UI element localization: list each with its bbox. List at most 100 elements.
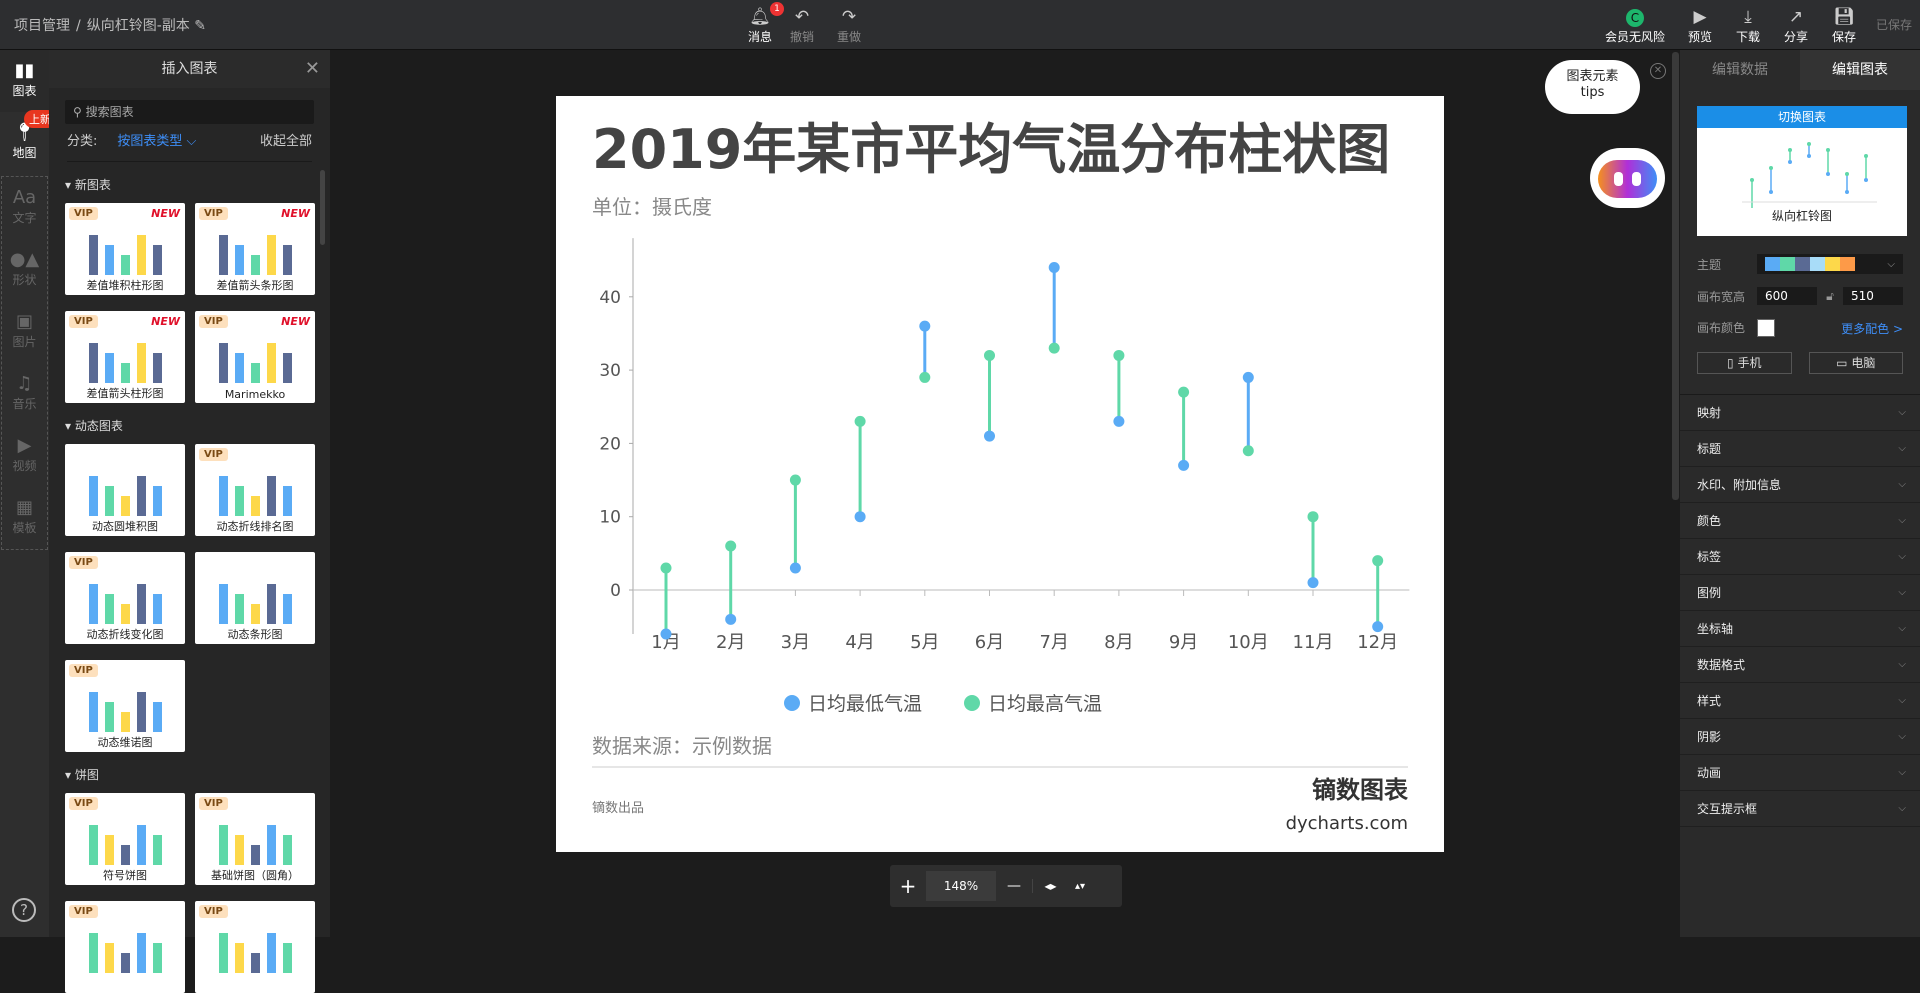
robot-assistant-icon[interactable] [1590,148,1665,208]
chart-template-card[interactable]: VIP 符号饼图 [65,793,185,885]
message-count-badge: 1 [770,2,784,16]
chart-template-card[interactable]: VIP NEW 差值堆积柱形图 [65,203,185,295]
chart-template-card[interactable]: 动态条形图 [195,552,315,644]
rail-item-music[interactable]: ♫ 音乐 [2,363,47,425]
category-dropdown[interactable]: 按图表类型 [117,134,183,149]
section-header[interactable]: ▾ 新图表 [65,176,330,193]
template-thumbnail [219,235,292,275]
edit-pencil-icon[interactable]: ✎ [194,18,206,34]
settings-section[interactable]: 数据格式 ⌵ [1680,647,1920,683]
chart-template-card[interactable]: VIP 动态折线排名图 [195,444,315,536]
desktop-button[interactable]: ▭ 电脑 [1808,352,1903,374]
redo-label: 重做 [836,30,861,44]
settings-section[interactable]: 映射 ⌵ [1680,395,1920,431]
template-thumbnail [219,825,292,865]
settings-section[interactable]: 样式 ⌵ [1680,683,1920,719]
download-button[interactable]: ⤓ 下载 [1728,6,1768,45]
rail-item-chart[interactable]: ▮▮ 图表 [0,50,49,112]
tab-edit-data[interactable]: 编辑数据 [1712,62,1768,78]
chart-template-card[interactable]: VIP 基础饼图（圆角） [195,793,315,885]
preview-button[interactable]: ▶ 预览 [1680,6,1720,45]
breadcrumb-project[interactable]: 项目管理 [14,18,70,34]
redo-button[interactable]: ↷ 重做 [829,6,869,45]
settings-section[interactable]: 颜色 ⌵ [1680,503,1920,539]
legend-label: 日均最高气温 [988,693,1102,715]
chart-source: 数据来源：示例数据 [592,734,772,758]
tips-bubble[interactable]: 图表元素 tips [1545,60,1640,114]
close-tips-icon[interactable]: ✕ [1650,63,1666,79]
tab-edit-chart[interactable]: 编辑图表 [1800,50,1920,90]
thumb-point [1845,190,1849,194]
canvas-scrollbar[interactable] [1672,52,1679,500]
brand-logo: 镝数图表 [1312,775,1409,804]
new-badge: NEW [281,315,310,328]
chart-canvas[interactable]: 2019年某市平均气温分布柱状图 单位：摄氏度 0 10 20 30 40 1月 2月 3月 4… [556,96,1444,852]
chart-template-card[interactable]: VIP NEW 差值箭头柱形图 [65,311,185,403]
chevron-down-icon: ⌵ [182,134,197,149]
zoom-level: 148% [926,871,996,901]
settings-section[interactable]: 标题 ⌵ [1680,431,1920,467]
chart-template-card[interactable]: VIP 动态维诺图 [65,660,185,752]
search-input[interactable]: ⚲ 搜索图表 [65,100,314,124]
zoom-in-button[interactable]: + [899,874,917,898]
settings-section[interactable]: 动画 ⌵ [1680,755,1920,791]
member-button[interactable]: C 会员无风险 [1600,6,1670,45]
settings-section[interactable]: 坐标轴 ⌵ [1680,611,1920,647]
switch-chart-card[interactable]: 切换图表 纵向杠铃图 [1697,106,1907,236]
new-badge: NEW [151,207,180,220]
chart-template-card[interactable]: VIP NEW Marimekko [195,311,315,403]
canvas-color-swatch[interactable] [1757,319,1775,338]
rail-item-video[interactable]: ▶ 视频 [2,425,47,487]
share-button[interactable]: ↗ 分享 [1776,6,1816,45]
chart-template-card[interactable]: VIP NEW 差值箭头条形图 [195,203,315,295]
top-bar: 项目管理 / 纵向杠铃图-副本 ✎ 🔔︎ 1 消息 ↶ 撤销 ↷ 重做 C 会员无风险 ▶ 预览… [0,0,1920,50]
rail-item-shape[interactable]: ●▲ 形状 [2,239,47,301]
switch-chart-button[interactable]: 切换图表 [1697,106,1907,128]
vip-badge: VIP [199,448,228,461]
template-thumbnail [89,343,162,383]
section-header[interactable]: ▾ 饼图 [65,766,330,783]
document-title: 纵向杠铃图-副本 [86,18,190,34]
chart-template-card[interactable]: VIP 动态折线变化图 [65,552,185,644]
fit-width-icon[interactable]: ◂▸ [1032,879,1068,893]
collapse-all-button[interactable]: 收起全部 [259,134,312,149]
chart-template-card[interactable]: 动态圆堆积图 [65,444,185,536]
settings-section[interactable]: 标签 ⌵ [1680,539,1920,575]
x-tick-label: 3月 [781,632,810,653]
close-icon[interactable]: ✕ [304,58,320,79]
rail-item-template[interactable]: ▦ 模板 [2,487,47,549]
thumb-point [1826,172,1830,176]
save-button[interactable]: 💾︎ 保存 [1824,6,1864,45]
more-colors-link[interactable]: 更多配色 > [1841,321,1903,336]
settings-section[interactable]: 图例 ⌵ [1680,575,1920,611]
settings-section[interactable]: 水印、附加信息 ⌵ [1680,467,1920,503]
settings-section-label: 动画 [1697,766,1722,780]
theme-select[interactable]: ⌵ [1757,254,1903,274]
rail-item-text[interactable]: Aa 文字 [2,177,47,239]
y-tick-label: 0 [610,581,621,601]
undo-button[interactable]: ↶ 撤销 [782,6,822,45]
chevron-down-icon: ⌵ [1898,479,1906,490]
mobile-button[interactable]: ▯ 手机 [1697,352,1792,374]
thumb-point [1750,178,1754,182]
messages-button[interactable]: 🔔︎ 1 消息 [740,2,784,45]
canvas-height-input[interactable]: 510 [1843,287,1903,305]
help-icon[interactable]: ? [12,898,36,922]
fit-height-icon[interactable]: ▴▾ [1074,880,1086,892]
chart-template-card[interactable]: VIP [195,901,315,993]
chart-title: 2019年某市平均气温分布柱状图 [592,118,1390,181]
settings-section[interactable]: 阴影 ⌵ [1680,719,1920,755]
theme-label: 主题 [1697,257,1722,272]
zoom-out-button[interactable]: — [1007,878,1021,894]
chevron-down-icon: ⌵ [1898,731,1906,742]
chart-template-card[interactable]: VIP [65,901,185,993]
lock-icon[interactable]: 🔓︎ [1826,288,1834,303]
thumb-point [1845,172,1849,176]
canvas-width-input[interactable]: 600 [1757,287,1817,305]
rail-item-image[interactable]: ▣ 图片 [2,301,47,363]
panel-scrollbar[interactable] [320,170,325,245]
settings-section[interactable]: 交互提示框 ⌵ [1680,791,1920,827]
section-header[interactable]: ▾ 动态图表 [65,417,330,434]
bar-chart-icon: ▮▮ [14,60,35,81]
redo-icon: ↷ [841,7,857,27]
